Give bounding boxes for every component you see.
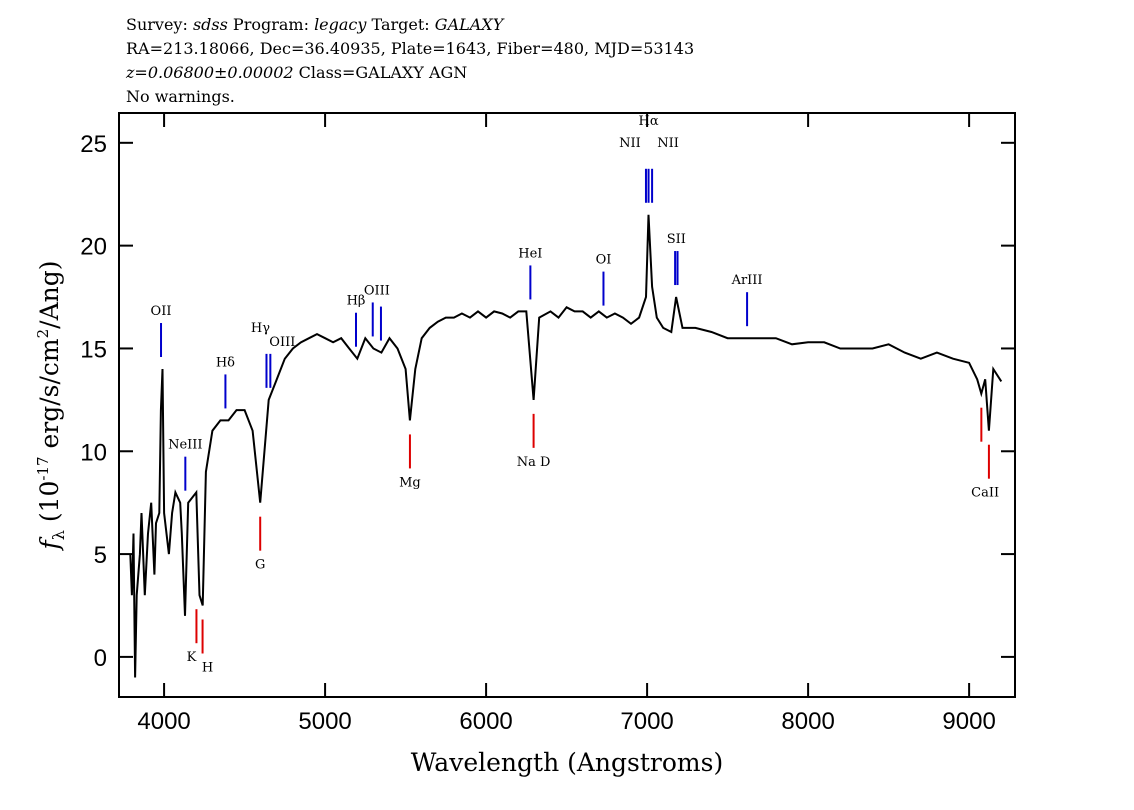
- header-line-2: RA=213.18066, Dec=36.40935, Plate=1643, …: [126, 39, 694, 58]
- header-text: GALAXY: [435, 15, 505, 34]
- absorption-label: Mg: [399, 475, 421, 490]
- x-tick-label: 8000: [781, 708, 834, 735]
- emission-label: Hγ: [251, 321, 270, 336]
- absorption-label: CaII: [971, 486, 999, 501]
- y-label-part: f: [35, 537, 64, 552]
- x-axis-label: Wavelength (Angstroms): [411, 748, 723, 777]
- emission-label: Hα: [638, 114, 658, 129]
- spectrum-line: [129, 214, 1003, 678]
- y-axis-label: fλ (10-17 erg/s/cm2/Ang): [34, 260, 68, 551]
- emission-label: OI: [596, 253, 612, 268]
- emission-label: NII: [619, 136, 641, 151]
- plot-frame: [118, 112, 1016, 698]
- y-label-part: 2: [34, 329, 52, 339]
- emission-label: NeIII: [168, 438, 202, 453]
- y-label-part: /Ang): [35, 260, 64, 328]
- emission-label: OII: [151, 304, 172, 319]
- header-text: Class=GALAXY AGN: [299, 63, 468, 82]
- header-text: legacy: [314, 15, 367, 34]
- x-tick-label: 5000: [298, 708, 351, 735]
- emission-label: OIII: [269, 335, 295, 350]
- y-label-part: erg/s/cm: [35, 338, 64, 456]
- header-text: sdss: [193, 15, 228, 34]
- y-tick-label: 25: [80, 131, 107, 158]
- emission-label: Hδ: [216, 355, 235, 370]
- header-text: Program:: [233, 15, 309, 34]
- emission-label: ArIII: [731, 273, 763, 288]
- header-line-1: Survey: sdss Program: legacy Target: GAL…: [126, 15, 505, 34]
- y-label-part: -17: [34, 456, 52, 480]
- emission-label: Hβ: [347, 294, 366, 309]
- header-text: Survey:: [126, 15, 188, 34]
- y-tick-label: 10: [80, 439, 107, 466]
- x-tick-label: 4000: [137, 708, 190, 735]
- y-tick-label: 15: [80, 336, 107, 363]
- absorption-label: H: [202, 660, 213, 675]
- header-line-3: z=0.06800±0.00002 Class=GALAXY AGN: [125, 63, 467, 82]
- header-line-4: No warnings.: [126, 87, 235, 106]
- emission-label: HeI: [518, 246, 542, 261]
- header-text: z=0.06800±0.00002: [125, 63, 294, 82]
- y-tick-label: 5: [94, 542, 107, 569]
- absorption-label: K: [187, 650, 197, 665]
- absorption-label: Na D: [517, 455, 551, 470]
- y-label-part: (10: [35, 481, 64, 531]
- x-tick-label: 7000: [620, 708, 673, 735]
- y-tick-label: 0: [94, 645, 107, 672]
- y-label-part: λ: [49, 530, 68, 540]
- x-tick-label: 6000: [459, 708, 512, 735]
- emission-label: NII: [657, 136, 679, 151]
- absorption-label: G: [255, 558, 265, 573]
- y-tick-label: 20: [80, 234, 107, 261]
- x-tick-label: 9000: [942, 708, 995, 735]
- emission-label: OIII: [364, 283, 390, 298]
- emission-label: SII: [667, 232, 686, 247]
- header-text: Target:: [372, 15, 430, 34]
